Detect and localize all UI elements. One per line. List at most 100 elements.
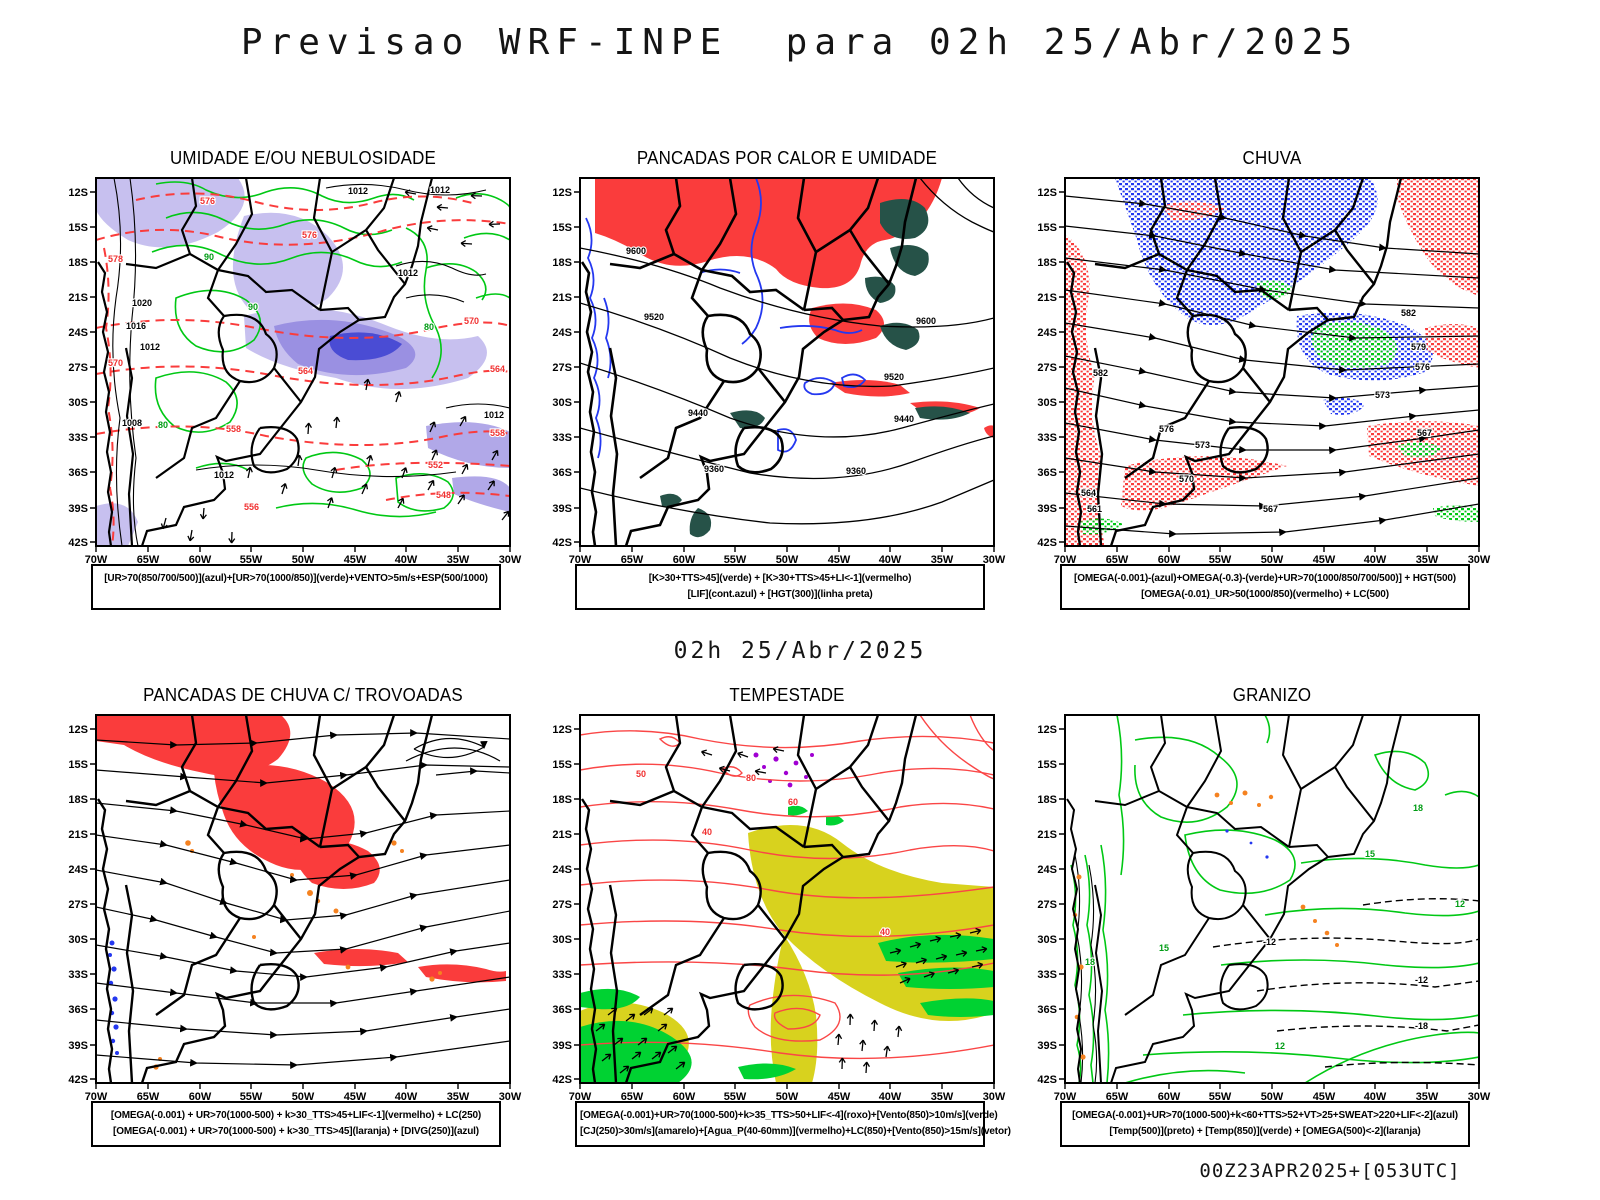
blue-speckles	[108, 940, 119, 1055]
streamlines-500	[1065, 195, 1479, 538]
svg-text:567: 567	[1263, 504, 1278, 514]
svg-text:80: 80	[424, 322, 434, 332]
svg-text:1020: 1020	[132, 298, 152, 308]
valid-time-label: 02h 25/Abr/2025	[673, 638, 927, 664]
svg-text:9440: 9440	[688, 408, 708, 418]
svg-text:9360: 9360	[704, 464, 724, 474]
svg-text:573: 573	[1195, 440, 1210, 450]
legend-line: [Temp(500)](preto) + [Temp(850)](verde) …	[1109, 1126, 1421, 1137]
svg-text:548: 548	[436, 490, 451, 500]
legend-box: [OMEGA(-0.001) + UR>70(1000-500) + k>30_…	[91, 1101, 501, 1147]
svg-text:18: 18	[1085, 957, 1095, 967]
svg-text:558: 558	[226, 424, 241, 434]
panel-title: PANCADAS POR CALOR E UMIDADE	[636, 148, 938, 168]
legend-line: [CJ(250)>30m/s](amarelo)+[Agua_P(40-60mm…	[580, 1126, 1011, 1137]
svg-text:1012: 1012	[348, 186, 368, 196]
legend-line: [OMEGA(-0.001) + UR>70(1000-500) + k>30_…	[113, 1126, 479, 1137]
map-chuva: 582 579 576 573 567 576 573 570 567 564 …	[1036, 177, 1491, 566]
instability-fill-layer	[595, 178, 994, 538]
svg-text:9440: 9440	[894, 414, 914, 424]
contour-labels: 582 579 576 573 567 576 573 570 567 564 …	[1080, 307, 1433, 515]
shower-fill-layer	[96, 715, 506, 983]
svg-text:552: 552	[428, 460, 443, 470]
panel-title: PANCADAS DE CHUVA C/ TROVOADAS	[143, 685, 463, 705]
svg-text:579: 579	[1411, 342, 1426, 352]
green-humidity-contours	[151, 181, 510, 518]
map-tempestade: 50 40 60 80 40	[551, 714, 1006, 1103]
andes-contours	[1074, 854, 1098, 1083]
panel-granizo: GRANIZO 18	[1031, 685, 1491, 1147]
svg-text:556: 556	[244, 502, 259, 512]
legend-box: [K>30+TTS>45](verde) + [K>30+TTS>45+LI<-…	[575, 564, 985, 610]
svg-text:1008: 1008	[122, 418, 142, 428]
svg-text:-18: -18	[1415, 1021, 1428, 1031]
svg-text:90: 90	[204, 252, 214, 262]
svg-text:570: 570	[464, 316, 479, 326]
model-run-label: 00Z23APR2025+[053UTC]	[1199, 1160, 1461, 1182]
svg-text:1012: 1012	[484, 410, 504, 420]
svg-text:573: 573	[1375, 390, 1390, 400]
svg-text:12: 12	[1455, 899, 1465, 909]
panel-umidade: UMIDADE E/OU NEBULOSIDADE	[62, 148, 522, 610]
svg-text:18: 18	[1413, 803, 1423, 813]
map-trovoadas	[67, 714, 522, 1103]
legend-box: [OMEGA(-0.001)+UR>70(1000-500)+k<60+TTS>…	[1060, 1101, 1470, 1147]
svg-text:1016: 1016	[126, 321, 146, 331]
svg-text:564: 564	[298, 366, 313, 376]
temp850-contours	[1070, 715, 1479, 1083]
map-umidade: 1012 1012 1012 1012 1012 1020 1016 1012 …	[67, 177, 522, 566]
svg-text:-12: -12	[1415, 975, 1428, 985]
svg-text:1012: 1012	[214, 470, 234, 480]
svg-text:90: 90	[248, 302, 258, 312]
panel-title: CHUVA	[1242, 148, 1302, 168]
contour-labels: 9600 9600 9520 9520 9440 9440 9360 9360	[625, 245, 937, 477]
panel-title: UMIDADE E/OU NEBULOSIDADE	[169, 148, 437, 168]
panel-pancadas-calor: PANCADAS POR CALOR E UMIDADE 9	[546, 148, 1006, 610]
svg-text:1012: 1012	[398, 268, 418, 278]
svg-text:12: 12	[1275, 1041, 1285, 1051]
svg-text:1012: 1012	[430, 185, 450, 195]
legend-line: [LIF](cont.azul) + [HGT(300)](linha pret…	[687, 589, 873, 600]
svg-text:80: 80	[746, 773, 756, 783]
legend-line: [K>30+TTS>45](verde) + [K>30+TTS>45+LI<-…	[648, 573, 912, 584]
svg-text:564: 564	[490, 364, 505, 374]
svg-text:40: 40	[880, 927, 890, 937]
legend-box: [UR>70(850/700/500)](azul)+[UR>70(1000/8…	[91, 564, 501, 610]
svg-text:9520: 9520	[644, 312, 664, 322]
panel-trovoadas: PANCADAS DE CHUVA C/ TROVOADAS [OME	[62, 685, 522, 1147]
map-pancadas-calor: 9600 9600 9520 9520 9440 9440 9360 9360	[551, 177, 1006, 566]
legend-line: [OMEGA(-0.001)-(azul)+OMEGA(-0.3)-(verde…	[1074, 573, 1456, 584]
svg-text:561: 561	[1087, 504, 1102, 514]
legend-line: [OMEGA(-0.001)+UR>70(1000-500)+k<60+TTS>…	[1072, 1110, 1458, 1121]
svg-text:576: 576	[302, 230, 317, 240]
legend-line: [OMEGA(-0.001) + UR>70(1000-500) + k>30_…	[110, 1110, 482, 1121]
svg-text:576: 576	[1159, 424, 1174, 434]
svg-text:9360: 9360	[846, 466, 866, 476]
map-granizo: 18 15 12 12 15 18 -12 -12 -18	[1036, 714, 1491, 1103]
svg-text:9520: 9520	[884, 372, 904, 382]
svg-text:558: 558	[490, 428, 505, 438]
svg-text:80: 80	[158, 420, 168, 430]
panel-chuva: CHUVA 582 579 576 573 567	[1031, 148, 1491, 610]
panel-title: TEMPESTADE	[729, 685, 845, 705]
svg-text:9600: 9600	[626, 246, 646, 256]
pressure-contours	[112, 178, 510, 546]
svg-text:9600: 9600	[916, 316, 936, 326]
contour-labels: 50 40 60 80 40	[635, 768, 891, 938]
svg-text:576: 576	[200, 196, 215, 206]
legend-box: [OMEGA(-0.001)-(azul)+OMEGA(-0.3)-(verde…	[1060, 564, 1470, 610]
svg-text:570: 570	[1179, 474, 1194, 484]
svg-text:582: 582	[1401, 308, 1416, 318]
contour-labels: 1012 1012 1012 1012 1012 1020 1016 1012 …	[107, 184, 506, 513]
svg-text:60: 60	[788, 797, 798, 807]
svg-text:15: 15	[1365, 849, 1375, 859]
temp500-contours	[1212, 898, 1479, 1068]
svg-text:-12: -12	[1263, 937, 1276, 947]
svg-text:582: 582	[1093, 368, 1108, 378]
legend-line: [UR>70(850/700/500)](azul)+[UR>70(1000/8…	[104, 573, 488, 584]
svg-text:570: 570	[108, 358, 123, 368]
blue-speckles	[1225, 829, 1269, 859]
coastline-borders	[1066, 715, 1402, 1083]
svg-text:578: 578	[108, 254, 123, 264]
